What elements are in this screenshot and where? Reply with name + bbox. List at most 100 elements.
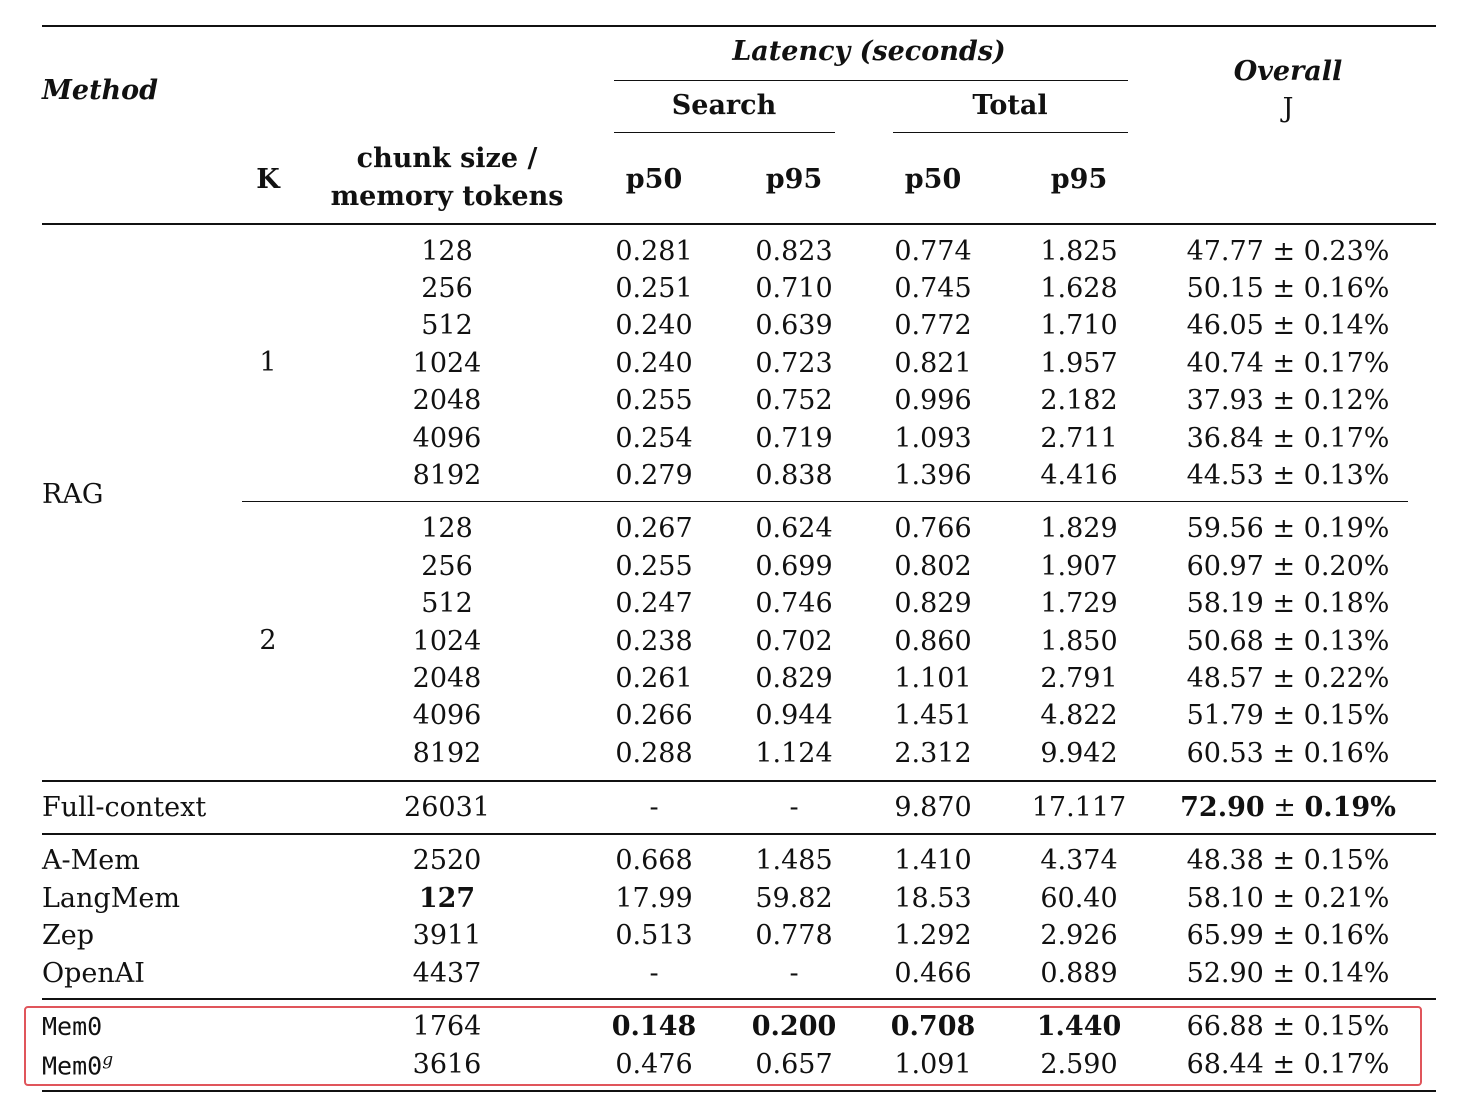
j-error: 0.16% bbox=[1303, 273, 1390, 304]
method-cell: A-Mem bbox=[42, 847, 140, 874]
mem0-highlight-box bbox=[24, 1006, 1422, 1086]
search-p95-cell: 0.944 bbox=[755, 700, 833, 731]
chunk-size-cell: 128 bbox=[421, 513, 473, 544]
j-error: 0.16% bbox=[1303, 920, 1390, 951]
search-p95-cell: 0.746 bbox=[755, 588, 833, 619]
method-name: A-Mem bbox=[42, 845, 140, 876]
header-j: J bbox=[1282, 93, 1294, 124]
group-label-k1: 1 bbox=[259, 347, 277, 378]
header-rule bbox=[42, 223, 1436, 225]
total-p50-cell: 0.821 bbox=[894, 348, 972, 379]
j-value: 52.90 bbox=[1186, 958, 1264, 989]
total-p95-cell: 1.628 bbox=[1040, 273, 1118, 304]
search-underline bbox=[614, 132, 835, 133]
top-rule bbox=[42, 25, 1436, 27]
header-search-p95: p95 bbox=[765, 164, 823, 195]
header-k: K bbox=[256, 164, 280, 195]
search-p50-cell: 0.238 bbox=[615, 626, 693, 657]
total-p50-cell: 0.829 bbox=[894, 588, 972, 619]
j-value: 59.56 bbox=[1186, 513, 1264, 544]
search-p95-cell: 0.719 bbox=[755, 423, 833, 454]
chunk-size-cell: 1024 bbox=[412, 348, 482, 379]
chunk-size-cell: 3911 bbox=[412, 920, 482, 951]
search-p95-cell: 0.657 bbox=[755, 1049, 833, 1080]
total-p50-cell: 0.766 bbox=[894, 513, 972, 544]
overall-j-cell: 50.15 ± 0.16% bbox=[1187, 275, 1390, 302]
plus-minus: ± bbox=[1263, 551, 1304, 582]
j-error: 0.20% bbox=[1303, 551, 1390, 582]
chunk-size-cell: 512 bbox=[421, 310, 473, 341]
method-cell: Mem0 bbox=[42, 1014, 102, 1039]
total-p50-cell: 1.410 bbox=[894, 845, 972, 876]
search-p95-cell: 0.639 bbox=[755, 310, 833, 341]
overall-j-cell: 66.88 ± 0.15% bbox=[1187, 1013, 1390, 1040]
chunk-size-cell: 4437 bbox=[412, 958, 482, 989]
overall-j-cell: 50.68 ± 0.13% bbox=[1187, 628, 1390, 655]
total-p50-cell: 0.774 bbox=[894, 236, 972, 267]
j-error: 0.12% bbox=[1303, 385, 1390, 416]
plus-minus: ± bbox=[1263, 958, 1304, 989]
plus-minus: ± bbox=[1263, 348, 1304, 379]
plus-minus: ± bbox=[1263, 845, 1304, 876]
j-error: 0.18% bbox=[1303, 588, 1390, 619]
chunk-size-cell: 1764 bbox=[412, 1011, 482, 1042]
plus-minus: ± bbox=[1263, 1011, 1304, 1042]
search-p95-cell: 0.823 bbox=[755, 236, 833, 267]
total-p50-cell: 2.312 bbox=[894, 738, 972, 769]
total-p50-cell: 1.451 bbox=[894, 700, 972, 731]
j-value: 51.79 bbox=[1186, 700, 1264, 731]
j-value: 58.10 bbox=[1186, 883, 1264, 914]
j-error: 0.14% bbox=[1303, 310, 1390, 341]
search-p50-cell: 0.281 bbox=[615, 236, 693, 267]
search-p95-cell: 0.829 bbox=[755, 663, 833, 694]
group-label-k2: 2 bbox=[259, 625, 277, 656]
j-value: 48.57 bbox=[1186, 663, 1264, 694]
plus-minus: ± bbox=[1263, 273, 1304, 304]
total-p95-cell: 1.850 bbox=[1040, 626, 1118, 657]
j-error: 0.21% bbox=[1303, 883, 1390, 914]
chunk-size-cell: 26031 bbox=[404, 792, 490, 823]
overall-j-cell: 51.79 ± 0.15% bbox=[1187, 702, 1390, 729]
chunk-size-cell: 4096 bbox=[412, 423, 482, 454]
search-p95-cell: 59.82 bbox=[755, 883, 833, 914]
j-error: 0.16% bbox=[1303, 738, 1390, 769]
j-error: 0.19% bbox=[1303, 513, 1390, 544]
header-latency: Latency (seconds) bbox=[732, 36, 1006, 67]
search-p50-cell: 0.288 bbox=[615, 738, 693, 769]
j-value: 48.38 bbox=[1186, 845, 1264, 876]
overall-j-cell: 48.57 ± 0.22% bbox=[1187, 665, 1390, 692]
search-p95-cell: 0.624 bbox=[755, 513, 833, 544]
total-p95-cell: 17.117 bbox=[1031, 792, 1127, 823]
overall-j-cell: 44.53 ± 0.13% bbox=[1187, 462, 1390, 489]
plus-minus: ± bbox=[1263, 920, 1304, 951]
total-p95-cell: 1.957 bbox=[1040, 348, 1118, 379]
total-p95-cell: 2.590 bbox=[1040, 1049, 1118, 1080]
latency-underline bbox=[614, 80, 1128, 81]
j-value: 58.19 bbox=[1186, 588, 1264, 619]
total-p95-cell: 4.822 bbox=[1040, 700, 1118, 731]
method-cell: LangMem bbox=[42, 885, 180, 912]
total-p95-cell: 2.182 bbox=[1040, 385, 1118, 416]
total-p50-cell: 1.292 bbox=[894, 920, 972, 951]
method-cell: Mem0g bbox=[42, 1052, 113, 1079]
overall-j-cell: 60.97 ± 0.20% bbox=[1187, 553, 1390, 580]
method-name: Mem0 bbox=[42, 1012, 103, 1041]
search-p50-cell: 0.261 bbox=[615, 663, 693, 694]
group-label-rag: RAG bbox=[42, 479, 104, 510]
plus-minus: ± bbox=[1263, 460, 1304, 491]
total-p50-cell: 0.745 bbox=[894, 273, 972, 304]
header-chunk-line1: chunk size / bbox=[356, 143, 538, 174]
overall-j-cell: 48.38 ± 0.15% bbox=[1187, 847, 1390, 874]
chunk-size-cell: 128 bbox=[421, 236, 473, 267]
j-value: 60.53 bbox=[1186, 738, 1264, 769]
total-p50-cell: 0.996 bbox=[894, 385, 972, 416]
j-value: 37.93 bbox=[1186, 385, 1264, 416]
search-p95-cell: - bbox=[789, 792, 799, 823]
header-search-p50: p50 bbox=[625, 164, 683, 195]
plus-minus: ± bbox=[1263, 738, 1304, 769]
overall-j-cell: 46.05 ± 0.14% bbox=[1187, 312, 1390, 339]
search-p50-cell: 0.255 bbox=[615, 551, 693, 582]
plus-minus: ± bbox=[1263, 310, 1304, 341]
j-value: 47.77 bbox=[1186, 236, 1264, 267]
search-p95-cell: 0.752 bbox=[755, 385, 833, 416]
